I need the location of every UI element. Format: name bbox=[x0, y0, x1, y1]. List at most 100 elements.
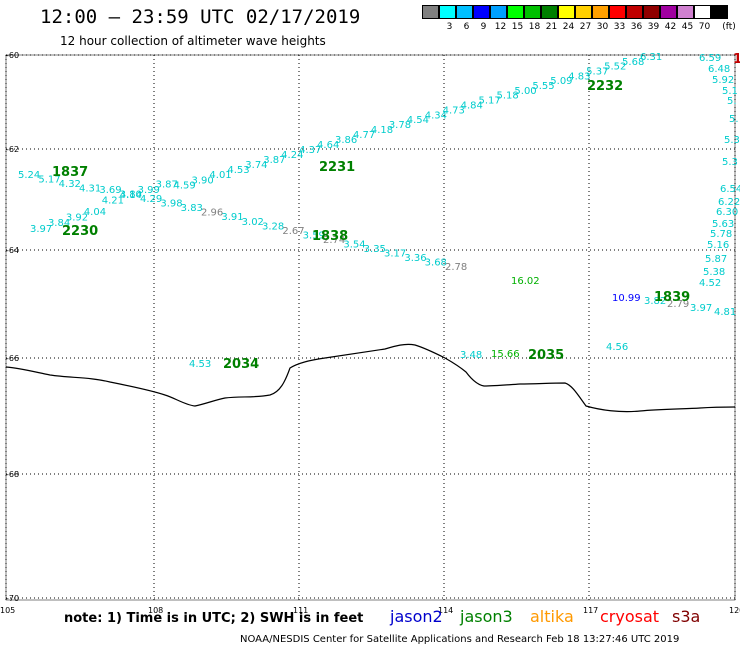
scale-label: 18 bbox=[528, 22, 541, 32]
wave-height-label: 3.59 bbox=[303, 230, 325, 241]
wave-height-label: 15.66 bbox=[491, 349, 520, 360]
grid-lines: -60 -62 -64 -66 -68 -70 105 108 111 114 117 120 bbox=[0, 51, 740, 615]
longitude-label: 111 bbox=[293, 606, 308, 615]
longitude-label: 117 bbox=[583, 606, 598, 615]
wave-height-label: 5.92 bbox=[712, 75, 734, 86]
wave-height-label: 5.63 bbox=[712, 219, 734, 230]
latitude-label: -64 bbox=[6, 246, 19, 255]
scale-swatch bbox=[456, 5, 473, 19]
scale-label: 3 bbox=[446, 22, 453, 32]
wave-height-label: 3.54 bbox=[343, 239, 365, 250]
wave-height-label: 5.3 bbox=[724, 135, 740, 146]
wave-height-label: 5.1 bbox=[722, 86, 738, 97]
scale-swatch bbox=[473, 5, 490, 19]
scale-label: 45 bbox=[681, 22, 694, 32]
pass-id-label: 1 bbox=[733, 52, 740, 67]
wave-height-label: 4.04 bbox=[84, 207, 106, 218]
pass-id-label: 2034 bbox=[223, 357, 259, 372]
wave-height-label: 4.34 bbox=[425, 110, 447, 121]
wave-height-label: 3.99 bbox=[138, 185, 160, 196]
wave-height-label: 3.97 bbox=[30, 224, 52, 235]
pass-id-label: 1838 bbox=[312, 229, 348, 244]
pass-id-label: 2231 bbox=[319, 160, 355, 175]
wave-height-label: 4.73 bbox=[443, 105, 465, 116]
wave-height-label: 4.77 bbox=[353, 130, 375, 141]
wave-height-label: 3.90 bbox=[191, 175, 213, 186]
wave-height-label: 2.74 bbox=[323, 235, 345, 246]
credit-line: NOAA/NESDIS Center for Satellite Applica… bbox=[240, 634, 680, 645]
scale-swatch bbox=[626, 5, 643, 19]
scale-swatch bbox=[660, 5, 677, 19]
satellite-cryosat-label: cryosat bbox=[600, 607, 660, 626]
scale-swatch bbox=[507, 5, 524, 19]
latitude-label: -60 bbox=[6, 51, 19, 60]
pass-id-label: 2035 bbox=[528, 348, 564, 363]
scale-unit-label: (ft) bbox=[722, 22, 736, 32]
scale-label: 39 bbox=[647, 22, 660, 32]
wave-height-label: 6.48 bbox=[708, 64, 730, 75]
wave-height-label: 3.35 bbox=[364, 244, 386, 255]
wave-height-label: 4.37 bbox=[299, 145, 321, 156]
latitude-label: -68 bbox=[6, 470, 19, 479]
wave-height-label: 4.53 bbox=[227, 165, 249, 176]
satellite-s3a-label: s3a bbox=[672, 607, 701, 626]
scale-label: 30 bbox=[596, 22, 609, 32]
latitude-label: -70 bbox=[6, 594, 19, 603]
satellite-altika-label: altika bbox=[530, 607, 574, 626]
wave-height-label: 3.48 bbox=[460, 350, 482, 361]
wave-height-label: 2.79 bbox=[667, 299, 689, 310]
scale-swatch bbox=[643, 5, 660, 19]
scale-label: 21 bbox=[545, 22, 558, 32]
wave-height-label: 4.81 bbox=[714, 307, 736, 318]
wave-height-label: 5.37 bbox=[586, 66, 608, 77]
wave-height-label: 5.3 bbox=[722, 157, 738, 168]
wave-height-label: 5.09 bbox=[550, 76, 572, 87]
wave-height-label: 6.22 bbox=[718, 197, 740, 208]
wave-height-label: 5.16 bbox=[707, 240, 729, 251]
pass-id-label: 1839 bbox=[654, 290, 690, 305]
wave-height-label: 2.96 bbox=[201, 208, 223, 219]
wave-height-label: 10.99 bbox=[612, 293, 641, 304]
wave-height-label: 5.00 bbox=[514, 86, 536, 97]
wave-height-label: 3.74 bbox=[245, 160, 267, 171]
wave-height-label: 3.80 bbox=[120, 190, 142, 201]
wave-height-label: 5. bbox=[729, 114, 739, 125]
longitude-label: 108 bbox=[148, 606, 163, 615]
wave-height-label: 5.52 bbox=[604, 62, 626, 73]
wave-height-label: 4.64 bbox=[317, 140, 339, 151]
scale-swatch bbox=[524, 5, 541, 19]
wave-height-label: 6.54 bbox=[720, 184, 740, 195]
scale-label: 33 bbox=[613, 22, 626, 32]
latitude-label: -62 bbox=[6, 145, 19, 154]
antarctic-coastline bbox=[5, 343, 736, 413]
pass-id-label: 1837 bbox=[52, 165, 88, 180]
wave-height-label: 4.24 bbox=[281, 150, 303, 161]
wave-height-label: 3.28 bbox=[262, 221, 284, 232]
wave-height-label: 4.29 bbox=[140, 194, 162, 205]
scale-swatch bbox=[609, 5, 626, 19]
wave-height-label: 3.36 bbox=[404, 253, 426, 264]
scale-swatch bbox=[694, 5, 711, 19]
pass-id-label: 2230 bbox=[62, 224, 98, 239]
wave-height-label: 6.30 bbox=[716, 207, 738, 218]
wave-height-label: 5.78 bbox=[710, 229, 732, 240]
wave-height-label: 3.69 bbox=[99, 185, 121, 196]
wave-height-label: 5.87 bbox=[705, 254, 727, 265]
wave-height-label: 5.17 bbox=[38, 175, 60, 186]
wave-height-label: 3.68 bbox=[425, 257, 447, 268]
wave-height-label: 3.91 bbox=[221, 212, 243, 223]
wave-height-label: 4.83 bbox=[568, 71, 590, 82]
scale-swatch bbox=[541, 5, 558, 19]
wave-height-label: 6.59 bbox=[699, 53, 721, 64]
wave-height-label: 3.83 bbox=[181, 203, 203, 214]
footer-note: note: 1) Time is in UTC; 2) SWH is in fe… bbox=[64, 611, 364, 626]
longitude-label: 114 bbox=[438, 606, 453, 615]
map-title: 12:00 – 23:59 UTC 02/17/2019 bbox=[40, 6, 361, 28]
wave-height-label: 5.18 bbox=[496, 91, 518, 102]
map-frame bbox=[5, 54, 736, 601]
map-subtitle: 12 hour collection of altimeter wave hei… bbox=[60, 34, 326, 48]
scale-swatch bbox=[558, 5, 575, 19]
scale-swatch bbox=[592, 5, 609, 19]
wave-height-label: 3.86 bbox=[335, 135, 357, 146]
